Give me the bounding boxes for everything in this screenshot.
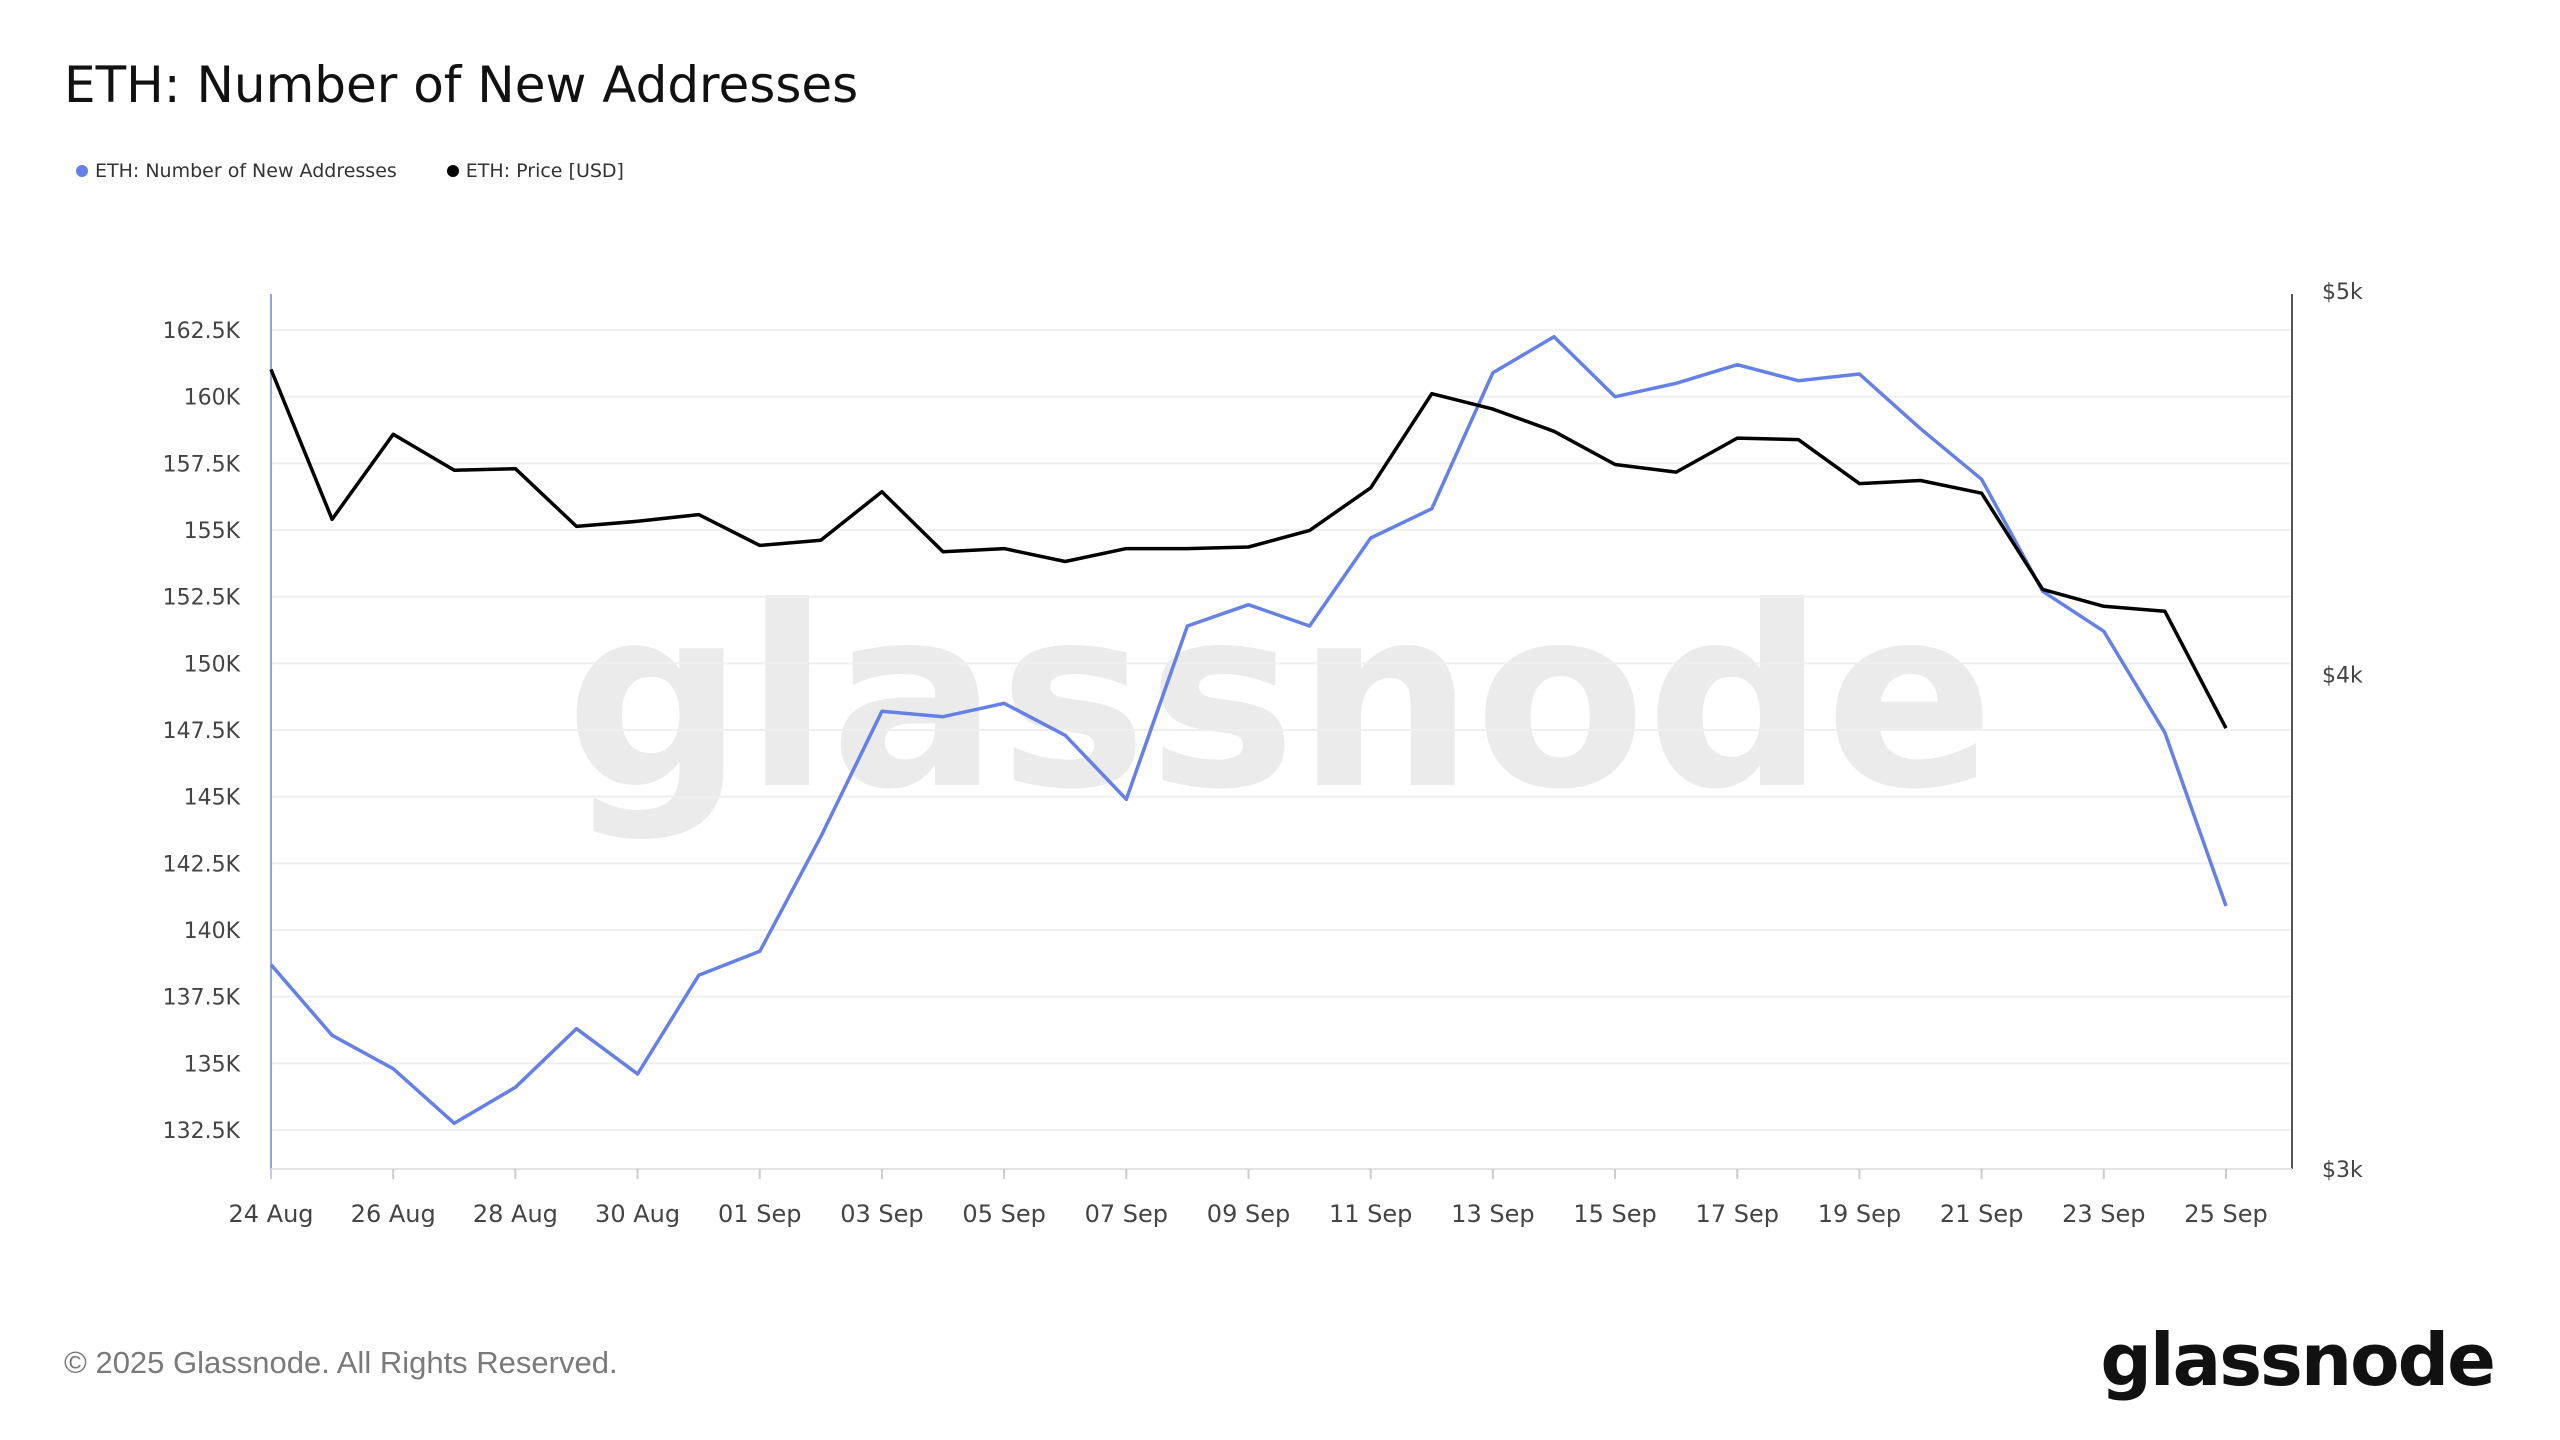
x-tick-label: 01 Sep: [718, 1200, 801, 1228]
y-right-tick-label: $4k: [2322, 664, 2363, 689]
y-left-tick-label: 150K: [184, 652, 241, 677]
x-tick-label: 24 Aug: [228, 1200, 313, 1228]
y-left-tick-label: 132.5K: [163, 1119, 241, 1144]
legend-item-new-addresses[interactable]: ETH: Number of New Addresses: [76, 160, 397, 182]
copyright: © 2025 Glassnode. All Rights Reserved.: [64, 1345, 618, 1380]
legend: ETH: Number of New Addresses ETH: Price …: [76, 160, 624, 182]
watermark: glassnode: [565, 553, 1994, 844]
new-addresses-line: [269, 334, 2228, 1126]
x-tick-label: 19 Sep: [1818, 1200, 1901, 1228]
price-line: [269, 368, 2228, 730]
x-tick-label: 23 Sep: [2062, 1200, 2145, 1228]
y-left-tick-label: 145K: [184, 786, 241, 811]
y-left-tick-label: 140K: [184, 919, 241, 944]
x-tick-label: 17 Sep: [1696, 1200, 1779, 1228]
y-right-tick-label: $5k: [2322, 280, 2363, 305]
x-tick-label: 09 Sep: [1207, 1200, 1290, 1228]
y-left-tick-label: 160K: [184, 386, 241, 411]
x-tick-label: 15 Sep: [1573, 1200, 1656, 1228]
y-right-tick-label: $3k: [2322, 1158, 2363, 1183]
x-tick-label: 07 Sep: [1085, 1200, 1168, 1228]
y-left-tick-label: 135K: [184, 1052, 241, 1077]
legend-item-price[interactable]: ETH: Price [USD]: [446, 160, 624, 182]
x-tick-label: 26 Aug: [351, 1200, 436, 1228]
x-tick-label: 25 Sep: [2184, 1200, 2267, 1228]
y-left-tick-label: 162.5K: [163, 319, 241, 344]
y-left-tick-label: 147.5K: [163, 719, 241, 744]
x-tick-label: 30 Aug: [595, 1200, 680, 1228]
legend-label: ETH: Price [USD]: [465, 160, 624, 182]
legend-dot-icon: [76, 165, 88, 177]
glassnode-logo: glassnode: [2100, 1318, 2496, 1402]
x-tick-label: 28 Aug: [473, 1200, 558, 1228]
y-left-tick-label: 142.5K: [163, 852, 241, 877]
x-tick-label: 03 Sep: [840, 1200, 923, 1228]
y-left-tick-label: 137.5K: [163, 986, 241, 1011]
legend-dot-icon: [446, 165, 459, 177]
x-tick-label: 13 Sep: [1451, 1200, 1534, 1228]
legend-label: ETH: Number of New Addresses: [95, 160, 397, 182]
x-tick-label: 05 Sep: [962, 1200, 1045, 1228]
y-left-tick-label: 155K: [184, 519, 241, 544]
x-tick-label: 11 Sep: [1329, 1200, 1412, 1228]
y-left-tick-label: 152.5K: [163, 586, 241, 611]
y-left-tick-label: 157.5K: [163, 452, 241, 477]
chart-title: ETH: Number of New Addresses: [64, 56, 859, 114]
x-tick-label: 21 Sep: [1940, 1200, 2023, 1228]
